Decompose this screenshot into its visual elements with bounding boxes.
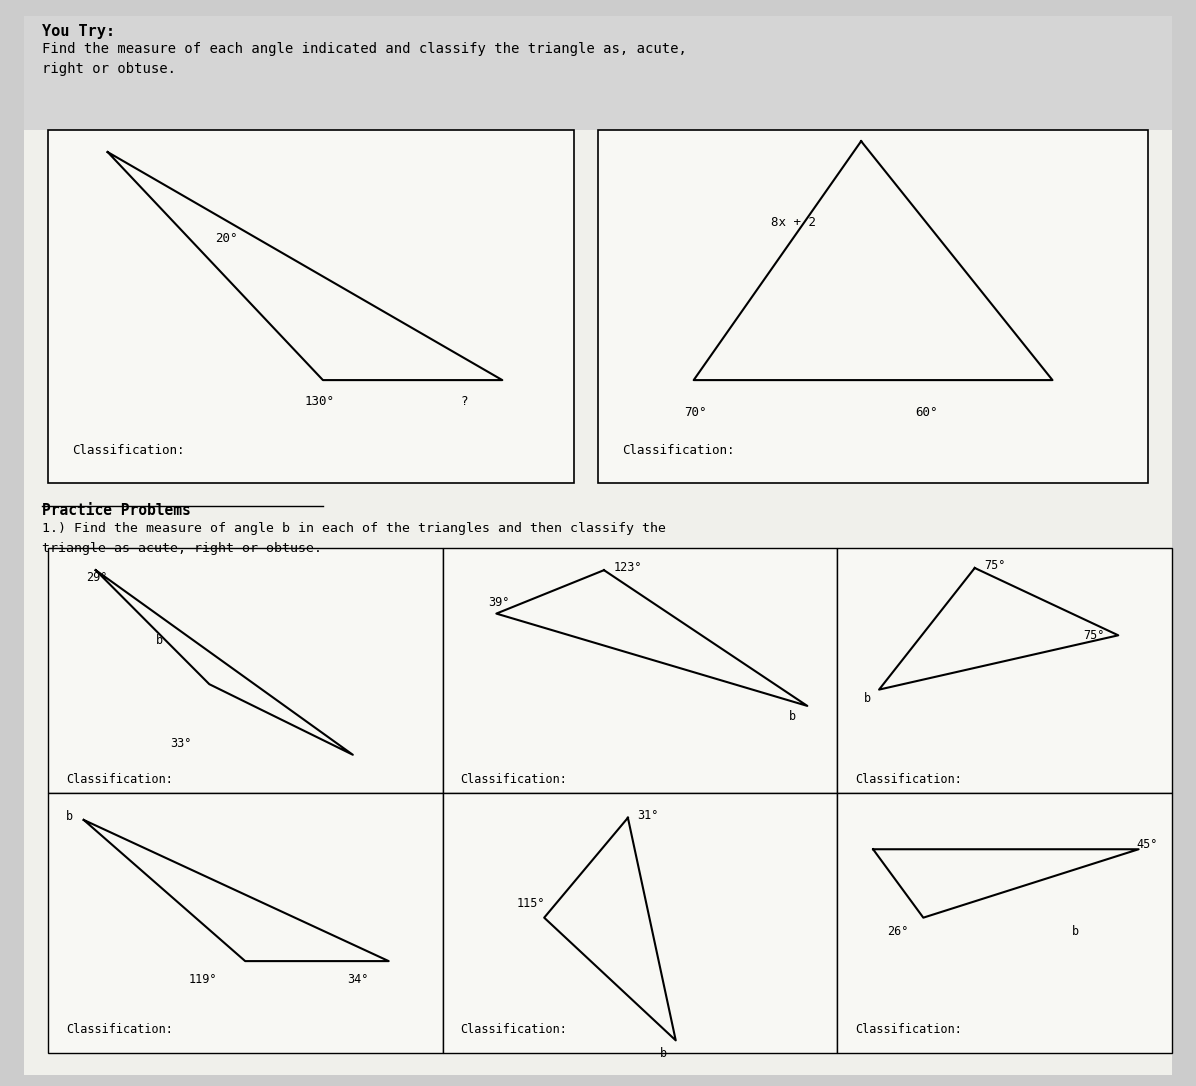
- Text: 20°: 20°: [215, 232, 238, 245]
- Text: Classification:: Classification:: [72, 444, 184, 457]
- FancyBboxPatch shape: [48, 548, 443, 793]
- Text: b: b: [864, 692, 871, 705]
- Text: 75°: 75°: [984, 559, 1006, 572]
- Text: 75°: 75°: [1084, 629, 1105, 642]
- FancyBboxPatch shape: [48, 793, 443, 1053]
- Text: Classification:: Classification:: [66, 1023, 172, 1036]
- Text: 60°: 60°: [915, 406, 938, 419]
- Text: Find the measure of each angle indicated and classify the triangle as, acute,: Find the measure of each angle indicated…: [42, 42, 687, 56]
- Text: ?: ?: [460, 395, 468, 408]
- Text: Practice Problems: Practice Problems: [42, 503, 190, 518]
- Text: b: b: [660, 1047, 667, 1060]
- Text: b: b: [66, 810, 73, 823]
- Text: Classification:: Classification:: [855, 1023, 962, 1036]
- Text: triangle as acute, right or obtuse.: triangle as acute, right or obtuse.: [42, 542, 322, 555]
- Text: b: b: [789, 710, 797, 723]
- Text: 123°: 123°: [614, 561, 642, 574]
- Text: Classification:: Classification:: [622, 444, 734, 457]
- Text: 119°: 119°: [189, 973, 218, 986]
- Text: b: b: [155, 634, 163, 647]
- Text: Classification:: Classification:: [66, 773, 172, 786]
- Text: You Try:: You Try:: [42, 24, 115, 39]
- Text: Classification:: Classification:: [855, 773, 962, 786]
- Text: Classification:: Classification:: [460, 1023, 567, 1036]
- Text: 45°: 45°: [1136, 838, 1158, 851]
- FancyBboxPatch shape: [48, 130, 574, 483]
- FancyBboxPatch shape: [24, 22, 1172, 1075]
- Text: 34°: 34°: [347, 973, 368, 986]
- Text: 115°: 115°: [517, 897, 545, 910]
- FancyBboxPatch shape: [443, 793, 837, 1053]
- Text: 26°: 26°: [887, 925, 909, 938]
- FancyBboxPatch shape: [24, 16, 1172, 130]
- Text: 31°: 31°: [637, 809, 659, 822]
- Text: 39°: 39°: [488, 596, 509, 609]
- FancyBboxPatch shape: [443, 548, 837, 793]
- FancyBboxPatch shape: [837, 793, 1172, 1053]
- Text: 130°: 130°: [305, 395, 335, 408]
- Text: 29°: 29°: [86, 571, 108, 584]
- Text: Classification:: Classification:: [460, 773, 567, 786]
- Text: 33°: 33°: [170, 737, 191, 750]
- Text: 1.) Find the measure of angle b in each of the triangles and then classify the: 1.) Find the measure of angle b in each …: [42, 522, 666, 535]
- FancyBboxPatch shape: [837, 548, 1172, 793]
- Text: 8x + 2: 8x + 2: [771, 216, 817, 229]
- Text: b: b: [1072, 925, 1079, 938]
- FancyBboxPatch shape: [598, 130, 1148, 483]
- Text: right or obtuse.: right or obtuse.: [42, 62, 176, 76]
- Text: 70°: 70°: [684, 406, 707, 419]
